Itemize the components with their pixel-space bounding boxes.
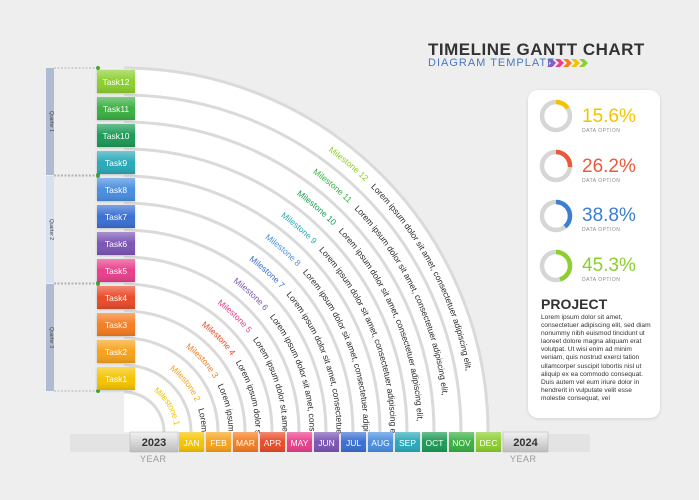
task-label: Task4 — [97, 286, 135, 309]
task-name: Task1 — [105, 374, 127, 384]
stat-value: 38.8% — [582, 205, 636, 226]
month-label: MAR — [236, 438, 255, 448]
month-label: AUG — [371, 438, 389, 448]
task-label: Task6 — [97, 232, 135, 255]
month-axis: 2023 JAN FEB MAR APR MAY JUN JUL AUG SEP OCT NOV DEC… — [70, 431, 590, 453]
task-name: Task9 — [105, 158, 127, 168]
end-year-caption: YEAR — [510, 454, 537, 464]
ring-separator — [123, 228, 328, 433]
ring-separator — [123, 390, 166, 433]
ring-separator — [123, 66, 490, 433]
task-label: Task11 — [97, 97, 135, 120]
stat-value: 45.3% — [582, 255, 636, 276]
ring-progress — [539, 99, 573, 133]
task-name: Task8 — [105, 185, 127, 195]
month-label: APR — [264, 438, 281, 448]
stat-ring — [539, 99, 573, 133]
task-name: Task5 — [105, 266, 127, 276]
diagram-subtitle: DIAGRAM TEMPLATE — [428, 57, 556, 69]
chevron-arrows-icon — [547, 59, 588, 67]
stat-label: DATA OPTION — [582, 277, 621, 283]
task-name: Task3 — [105, 320, 127, 330]
month-box: MAY — [287, 432, 312, 452]
month-box: JUL — [341, 432, 366, 452]
project-title: PROJECT — [541, 296, 608, 312]
end-year: 2024 — [513, 437, 538, 449]
month-box: AUG — [368, 432, 393, 452]
ring-progress — [539, 249, 573, 283]
stat-value: 26.2% — [582, 156, 636, 177]
task-name: Task2 — [105, 347, 127, 357]
quarter-brackets: Quarter 1 Quarter 2 Quarter 3 — [46, 66, 100, 393]
month-box: APR — [260, 432, 285, 452]
ring-separator — [123, 174, 382, 433]
ring-separator — [123, 120, 436, 433]
ring-separator — [123, 93, 463, 433]
quarter-bar — [46, 284, 54, 391]
stat-label: DATA OPTION — [582, 128, 621, 134]
quarter-label: Quarter 3 — [48, 327, 54, 348]
ring-separator — [123, 363, 193, 433]
task-label: Task9 — [97, 151, 135, 174]
task-label: Task7 — [97, 205, 135, 228]
task-name: Task12 — [103, 77, 130, 87]
task-label: Task1 — [97, 367, 135, 390]
task-name: Task10 — [103, 131, 130, 141]
month-box: SEP — [395, 432, 420, 452]
task-label: Task10 — [97, 124, 135, 147]
month-label: JUL — [346, 438, 361, 448]
start-year: 2023 — [142, 437, 166, 449]
diagram-title: TIMELINE GANTT CHART — [428, 40, 645, 59]
month-label: MAY — [291, 438, 309, 448]
month-box: JAN — [179, 432, 204, 452]
start-year-box: 2023 — [129, 431, 179, 453]
ring-separator — [123, 282, 274, 433]
task-label: Task3 — [97, 313, 135, 336]
month-box: JUN — [314, 432, 339, 452]
month-label: SEP — [399, 438, 416, 448]
start-year-caption: YEAR — [140, 454, 167, 464]
task-name: Task7 — [105, 212, 127, 222]
task-name: Task4 — [105, 293, 127, 303]
ring-separator — [123, 147, 409, 433]
month-label: NOV — [452, 438, 471, 448]
month-box: MAR — [233, 432, 258, 452]
month-label: JUN — [318, 438, 335, 448]
stat-label: DATA OPTION — [582, 178, 621, 184]
month-box: NOV — [449, 432, 474, 452]
task-name: Task6 — [105, 239, 127, 249]
quarter-label: Quarter 1 — [48, 111, 54, 132]
month-box: DEC — [476, 432, 501, 452]
stat-value: 15.6% — [582, 106, 636, 127]
stat-label: DATA OPTION — [582, 227, 621, 233]
end-year-box: 2024 — [502, 431, 549, 453]
task-labels: Task1 Task2 Task3 Task4 Task5 Task6 Task7 Task8… — [97, 70, 135, 390]
project-description: Lorem ipsum dolor sit amet, consectetuer… — [541, 314, 651, 402]
ring-progress — [539, 199, 573, 233]
quarter-bar — [46, 176, 54, 283]
month-label: OCT — [426, 438, 444, 448]
ring-separator — [123, 309, 247, 433]
month-box: FEB — [206, 432, 231, 452]
ring-separator — [123, 201, 355, 433]
quarter-label: Quarter 2 — [48, 219, 54, 240]
ring-progress — [539, 149, 573, 183]
stat-ring — [539, 249, 573, 283]
ring-separator — [123, 336, 220, 433]
ring-separator — [123, 255, 301, 433]
quarter-bar — [46, 68, 54, 175]
task-label: Task8 — [97, 178, 135, 201]
task-label: Task2 — [97, 340, 135, 363]
task-label: Task5 — [97, 259, 135, 282]
task-label: Task12 — [97, 70, 135, 93]
stat-ring — [539, 199, 573, 233]
month-label: FEB — [210, 438, 227, 448]
month-label: DEC — [480, 438, 498, 448]
stat-ring — [539, 149, 573, 183]
month-label: JAN — [183, 438, 199, 448]
month-box: OCT — [422, 432, 447, 452]
task-name: Task11 — [103, 104, 130, 114]
